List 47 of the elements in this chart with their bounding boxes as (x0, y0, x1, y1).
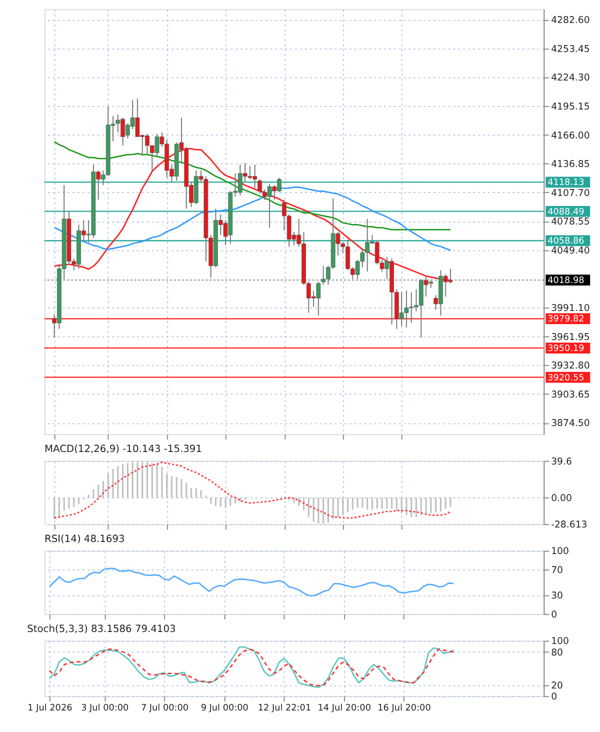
y-tick-label: 4195.15 (551, 102, 590, 113)
y-tick-label: 80 (551, 647, 564, 658)
y-tick-label: 3874.50 (551, 418, 590, 430)
y-tick-label: 3991.10 (551, 303, 590, 314)
x-tick-label: 12 Jul 22:01 (258, 703, 312, 714)
y-tick-label: -28.613 (551, 520, 588, 531)
y-tick-label: 3961.95 (551, 332, 590, 343)
chart-title: MACD(12,26,9) -10.143 -15.391 (44, 444, 202, 455)
x-tick-label: 14 Jul 20:00 (318, 703, 372, 714)
y-tick-label: 39.6 (551, 456, 572, 468)
y-tick-label: 4107.70 (551, 188, 590, 199)
ref-line-label: 4018.98 (548, 276, 585, 286)
ref-line-label: 4118.13 (548, 178, 584, 188)
ref-line-label: 4088.49 (548, 207, 585, 218)
y-tick-label: 30 (551, 590, 564, 602)
x-tick-label: 7 Jul 00:00 (140, 703, 189, 714)
x-tick-label: 16 Jul 20:00 (378, 703, 432, 714)
ref-line-label: 3920.55 (548, 373, 584, 384)
y-tick-label: 0.00 (551, 493, 572, 504)
y-tick-label: 4282.60 (551, 15, 590, 26)
x-tick-label: 9 Jul 00:00 (200, 703, 249, 714)
y-tick-label: 4049.40 (551, 245, 590, 256)
line-series (54, 462, 452, 519)
chart-title: Stoch(5,3,3) 83.1586 79.4103 (27, 624, 176, 635)
y-tick-label: 20 (551, 680, 564, 692)
y-tick-label: 0 (551, 692, 558, 703)
line-series (54, 186, 452, 252)
y-tick-label: 4136.85 (551, 159, 590, 170)
candlestick (258, 178, 262, 194)
chart-title: RSI(14) 48.1693 (44, 534, 125, 545)
y-tick-label: 100 (551, 546, 569, 558)
y-tick-label: 4078.55 (551, 216, 590, 228)
y-tick-label: 3932.80 (551, 360, 590, 372)
y-tick-label: 70 (551, 565, 564, 576)
y-tick-label: 3903.65 (551, 389, 590, 400)
y-tick-label: 4166.00 (551, 130, 590, 142)
line-series (54, 141, 452, 230)
ref-line-label: 3979.82 (548, 314, 584, 325)
y-tick-label: 0 (551, 610, 558, 620)
y-tick-label: 4224.30 (551, 72, 590, 84)
line-series (48, 568, 454, 596)
ref-line-label: 3950.19 (548, 344, 585, 354)
ref-line-label: 4058.86 (548, 236, 585, 247)
y-tick-label: 4253.45 (551, 44, 590, 55)
x-tick-label: 1 Jul 2026 (28, 703, 73, 714)
x-tick-label: 3 Jul 00:00 (81, 703, 129, 714)
y-tick-label: 100 (551, 636, 569, 648)
